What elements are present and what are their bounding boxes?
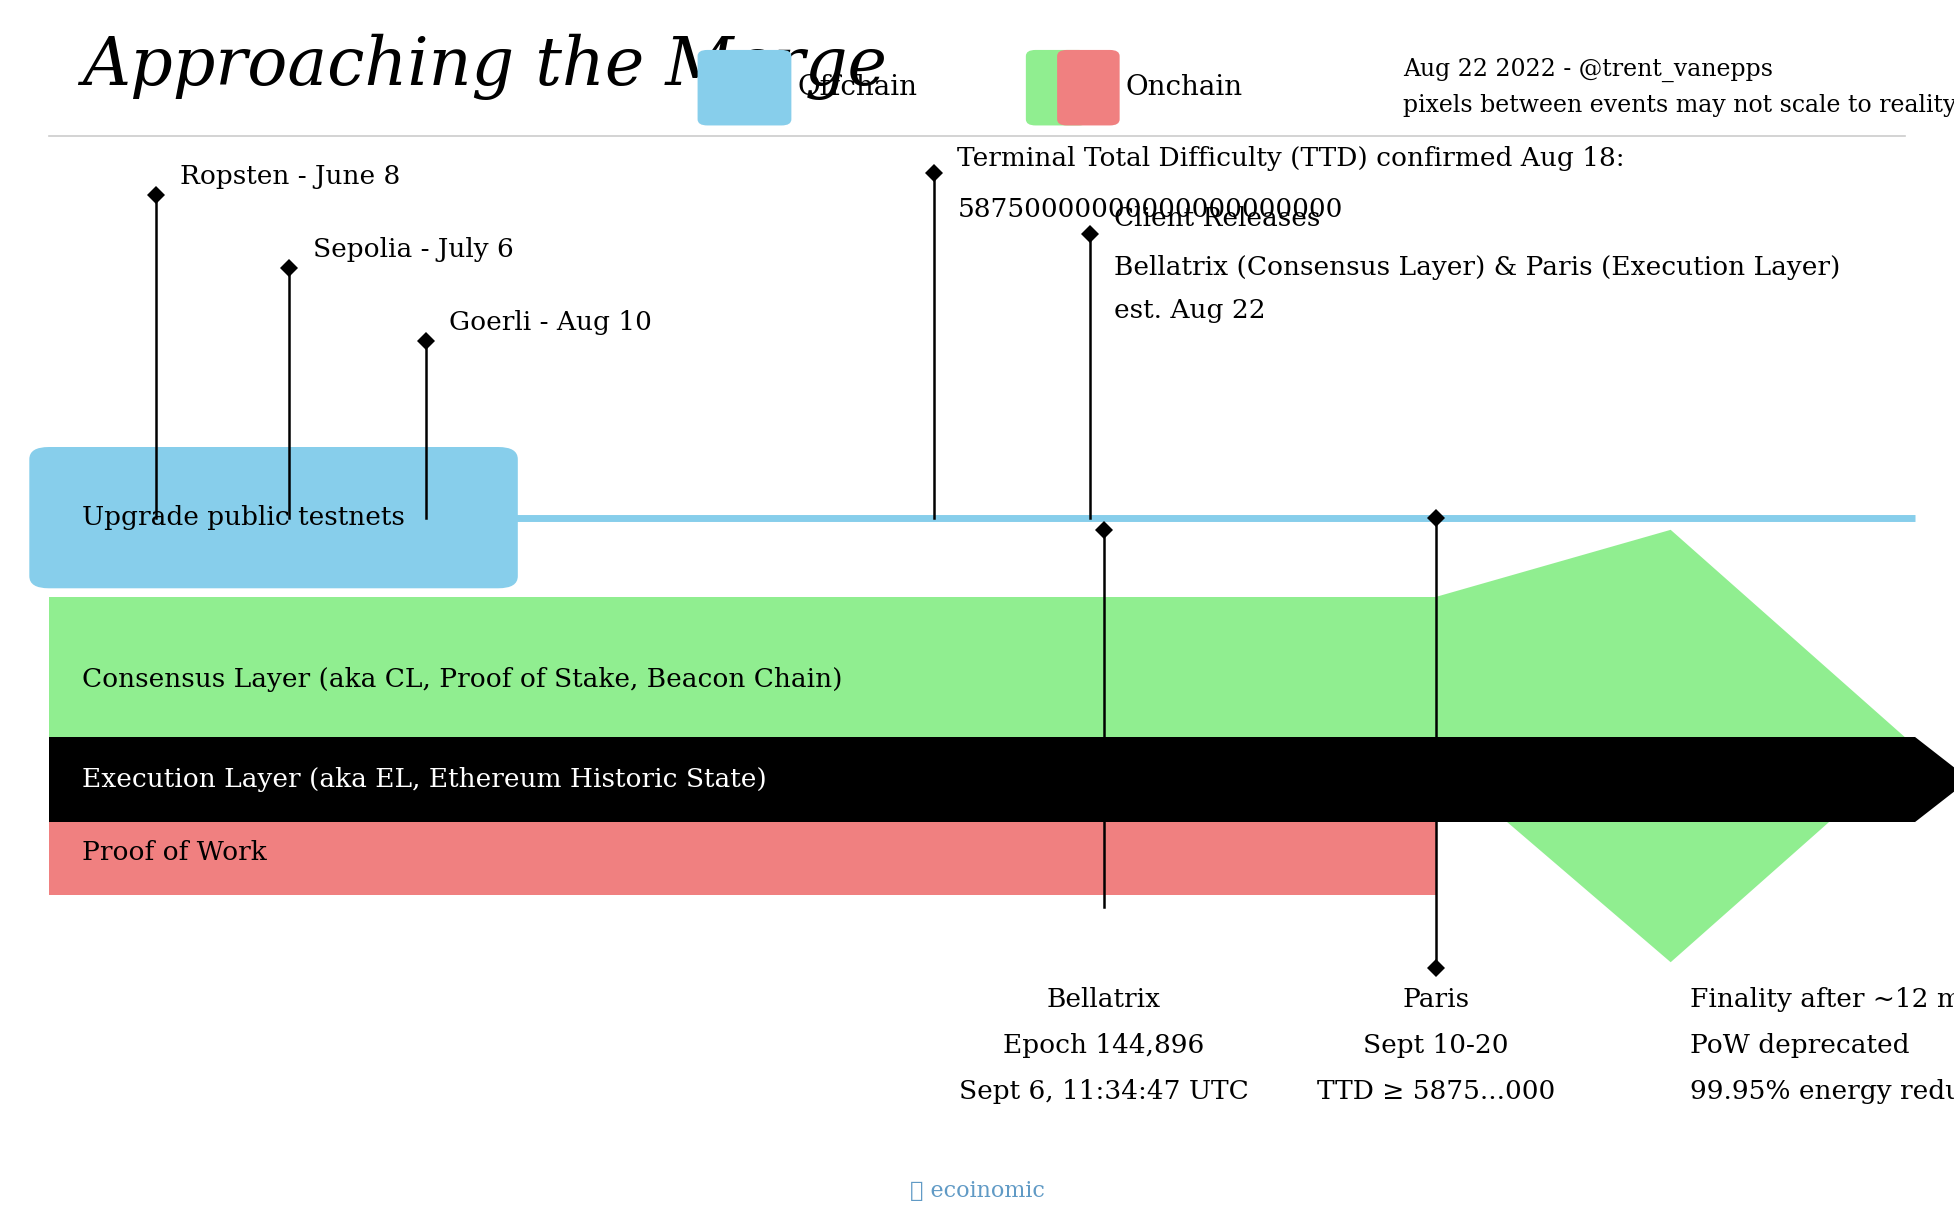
Text: Upgrade public testnets: Upgrade public testnets (82, 505, 404, 530)
Text: Approaching the Merge: Approaching the Merge (82, 34, 887, 100)
Text: Bellatrix (Consensus Layer) & Paris (Execution Layer): Bellatrix (Consensus Layer) & Paris (Exe… (1114, 255, 1841, 280)
FancyBboxPatch shape (29, 447, 518, 588)
Text: Consensus Layer (aka CL, Proof of Stake, Beacon Chain): Consensus Layer (aka CL, Proof of Stake,… (82, 666, 842, 692)
Text: 58750000000000000000000: 58750000000000000000000 (957, 196, 1342, 222)
Text: Terminal Total Difficulty (TTD) confirmed Aug 18:: Terminal Total Difficulty (TTD) confirme… (957, 145, 1626, 171)
FancyBboxPatch shape (49, 737, 1915, 822)
Text: PoW deprecated: PoW deprecated (1690, 1033, 1909, 1058)
Text: TTD ≥ 5875...000: TTD ≥ 5875...000 (1317, 1079, 1555, 1105)
Text: est. Aug 22: est. Aug 22 (1114, 297, 1266, 323)
Text: pixels between events may not scale to reality: pixels between events may not scale to r… (1403, 95, 1954, 117)
Text: Onchain: Onchain (1126, 74, 1243, 101)
Text: Sept 6, 11:34:47 UTC: Sept 6, 11:34:47 UTC (959, 1079, 1249, 1105)
Text: Offchain: Offchain (797, 74, 916, 101)
FancyBboxPatch shape (698, 50, 791, 125)
Polygon shape (1436, 530, 1915, 962)
Text: Bellatrix: Bellatrix (1047, 987, 1161, 1012)
Text: ⓔ ecoinomic: ⓔ ecoinomic (909, 1180, 1045, 1202)
FancyBboxPatch shape (1057, 50, 1120, 125)
Text: Sept 10-20: Sept 10-20 (1364, 1033, 1508, 1058)
Text: Paris: Paris (1403, 987, 1469, 1012)
FancyBboxPatch shape (49, 597, 1436, 761)
Text: Ropsten - June 8: Ropsten - June 8 (180, 163, 401, 189)
Polygon shape (1915, 737, 1954, 822)
FancyBboxPatch shape (49, 810, 1436, 895)
Text: 99.95% energy reduction: 99.95% energy reduction (1690, 1079, 1954, 1105)
Text: Execution Layer (aka EL, Ethereum Historic State): Execution Layer (aka EL, Ethereum Histor… (82, 767, 766, 792)
Text: Epoch 144,896: Epoch 144,896 (1004, 1033, 1204, 1058)
Text: Goerli - Aug 10: Goerli - Aug 10 (449, 309, 653, 335)
Text: Proof of Work: Proof of Work (82, 840, 268, 865)
Text: Sepolia - July 6: Sepolia - July 6 (313, 236, 514, 262)
Text: Finality after ~12 minutes: Finality after ~12 minutes (1690, 987, 1954, 1012)
FancyBboxPatch shape (1026, 50, 1088, 125)
Text: Client Releases: Client Releases (1114, 206, 1321, 231)
Text: Aug 22 2022 - @trent_vanepps: Aug 22 2022 - @trent_vanepps (1403, 57, 1772, 82)
